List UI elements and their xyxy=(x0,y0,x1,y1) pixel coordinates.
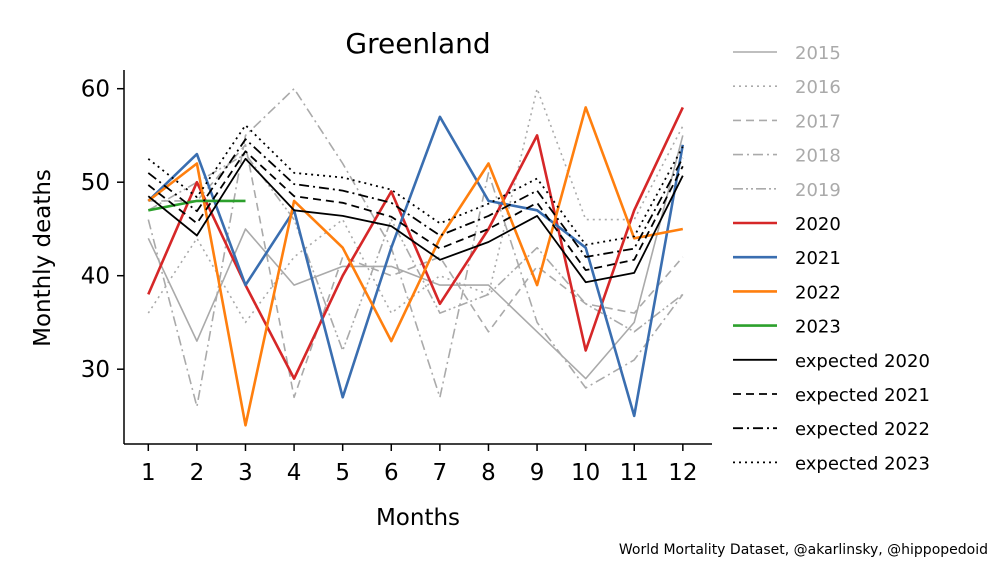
legend-entry-label: expected 2020 xyxy=(795,351,930,372)
legend: 2015 2016 2017 2018 2019 2020 2021 2022 2023 expe… xyxy=(733,43,930,474)
x-tick-label: 9 xyxy=(530,460,545,486)
series-line-expected-2022 xyxy=(147,138,684,258)
series-line-2018 xyxy=(147,87,684,408)
series-line-2017 xyxy=(148,144,684,399)
x-tick-label: 2 xyxy=(190,460,205,486)
x-tick-label: 12 xyxy=(668,460,697,486)
series-line-2020 xyxy=(147,106,684,380)
series-line-2023 xyxy=(148,199,246,212)
legend-entry-label: expected 2023 xyxy=(795,453,930,474)
legend-entry-label: 2022 xyxy=(795,282,841,303)
legend-entry-label: expected 2022 xyxy=(795,419,930,440)
legend-entry-label: 2023 xyxy=(795,317,841,338)
series-line-expected-2020 xyxy=(147,157,684,284)
series-line-2015 xyxy=(147,135,684,380)
x-tick-label: 11 xyxy=(620,460,649,486)
x-tick-label: 8 xyxy=(481,460,496,486)
y-axis-label: Monthly deaths xyxy=(30,169,56,347)
y-tick-label: 50 xyxy=(81,170,110,196)
legend-entry-label: 2021 xyxy=(795,248,841,269)
axes xyxy=(123,70,712,445)
source-caption: World Mortality Dataset, @akarlinsky, @h… xyxy=(618,542,988,558)
legend-entry-label: 2020 xyxy=(795,214,841,235)
legend-entry-label: 2016 xyxy=(795,77,841,98)
x-tick-label: 1 xyxy=(141,460,156,486)
x-tick-label: 7 xyxy=(433,460,448,486)
legend-entry-label: 2015 xyxy=(795,43,841,64)
x-tick-label: 6 xyxy=(384,460,399,486)
legend-entry-label: expected 2021 xyxy=(795,385,930,406)
legend-entry-label: 2019 xyxy=(795,180,841,201)
y-tick-label: 40 xyxy=(81,264,110,290)
x-ticks: 1 2 3 4 5 6 7 8 9 10 11 12 xyxy=(141,444,697,486)
series-line-2019 xyxy=(147,153,684,352)
x-tick-label: 4 xyxy=(287,460,302,486)
plot-area xyxy=(147,87,685,427)
y-ticks: 30 40 50 60 xyxy=(81,77,124,383)
series-line-2016 xyxy=(147,87,684,324)
series-line-2022 xyxy=(147,106,684,427)
y-tick-label: 30 xyxy=(81,357,110,383)
chart-title: Greenland xyxy=(345,27,490,60)
x-axis-label: Months xyxy=(376,505,460,531)
x-tick-label: 10 xyxy=(571,460,600,486)
legend-entry-label: 2018 xyxy=(795,146,841,167)
y-tick-label: 60 xyxy=(81,77,110,103)
series-line-2021 xyxy=(147,115,685,418)
series-line-expected-2021 xyxy=(147,150,684,271)
x-tick-label: 3 xyxy=(238,460,253,486)
legend-entry-label: 2017 xyxy=(795,111,841,132)
x-tick-label: 5 xyxy=(335,460,350,486)
